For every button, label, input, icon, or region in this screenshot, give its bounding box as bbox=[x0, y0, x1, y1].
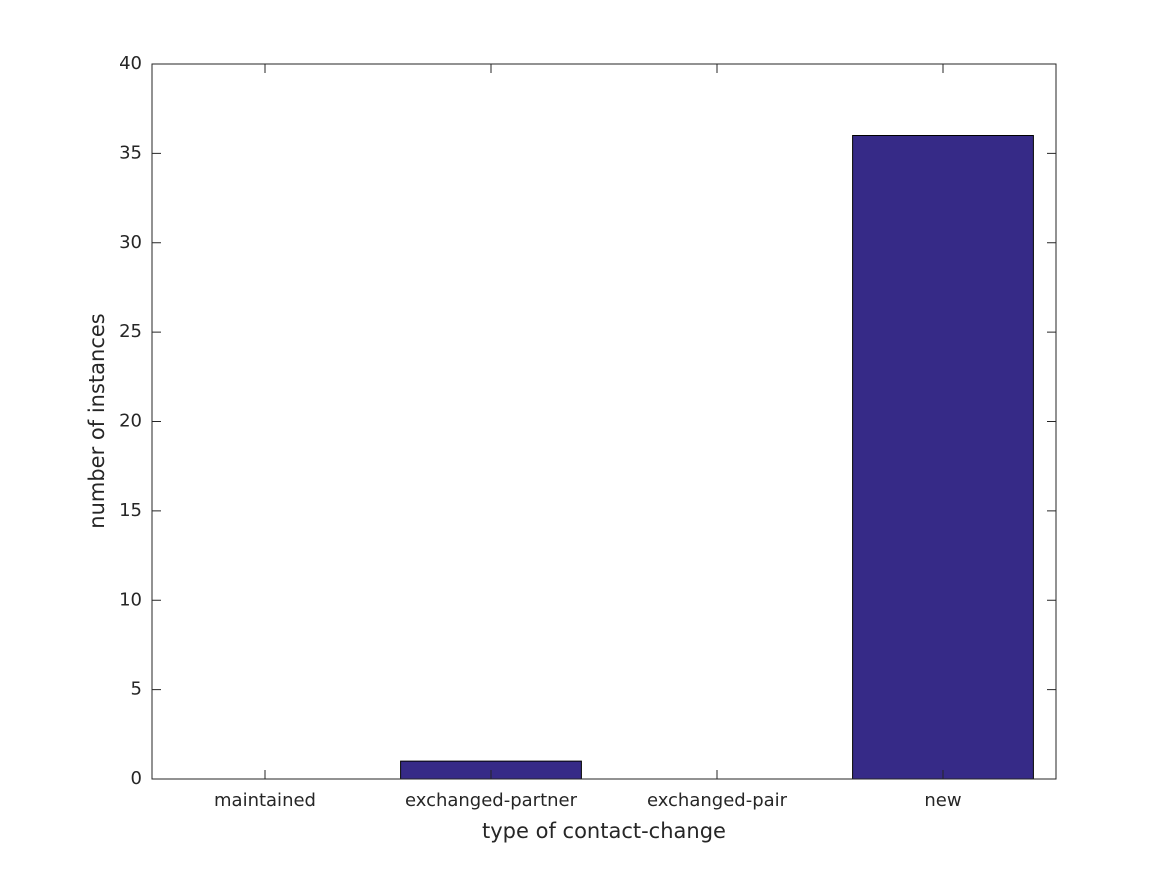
bar bbox=[852, 135, 1034, 780]
y-tick-label: 5 bbox=[131, 679, 142, 700]
y-tick-label: 10 bbox=[119, 589, 142, 610]
axes-box bbox=[151, 63, 1057, 780]
y-tick-label: 20 bbox=[119, 411, 142, 432]
x-axis-label: type of contact-change bbox=[482, 819, 726, 843]
y-tick-label: 35 bbox=[119, 142, 142, 163]
y-tick-label: 0 bbox=[131, 768, 142, 789]
x-tick-label: exchanged-pair bbox=[647, 790, 788, 811]
y-tick-label: 30 bbox=[119, 232, 142, 253]
x-tick-label: maintained bbox=[214, 790, 316, 811]
y-tick-label: 15 bbox=[119, 500, 142, 521]
y-tick-label: 25 bbox=[119, 321, 142, 342]
y-axis-label: number of instances bbox=[85, 313, 109, 528]
y-tick-label: 40 bbox=[119, 53, 142, 74]
x-tick-label: exchanged-partner bbox=[405, 790, 578, 811]
x-tick-label: new bbox=[924, 790, 961, 811]
